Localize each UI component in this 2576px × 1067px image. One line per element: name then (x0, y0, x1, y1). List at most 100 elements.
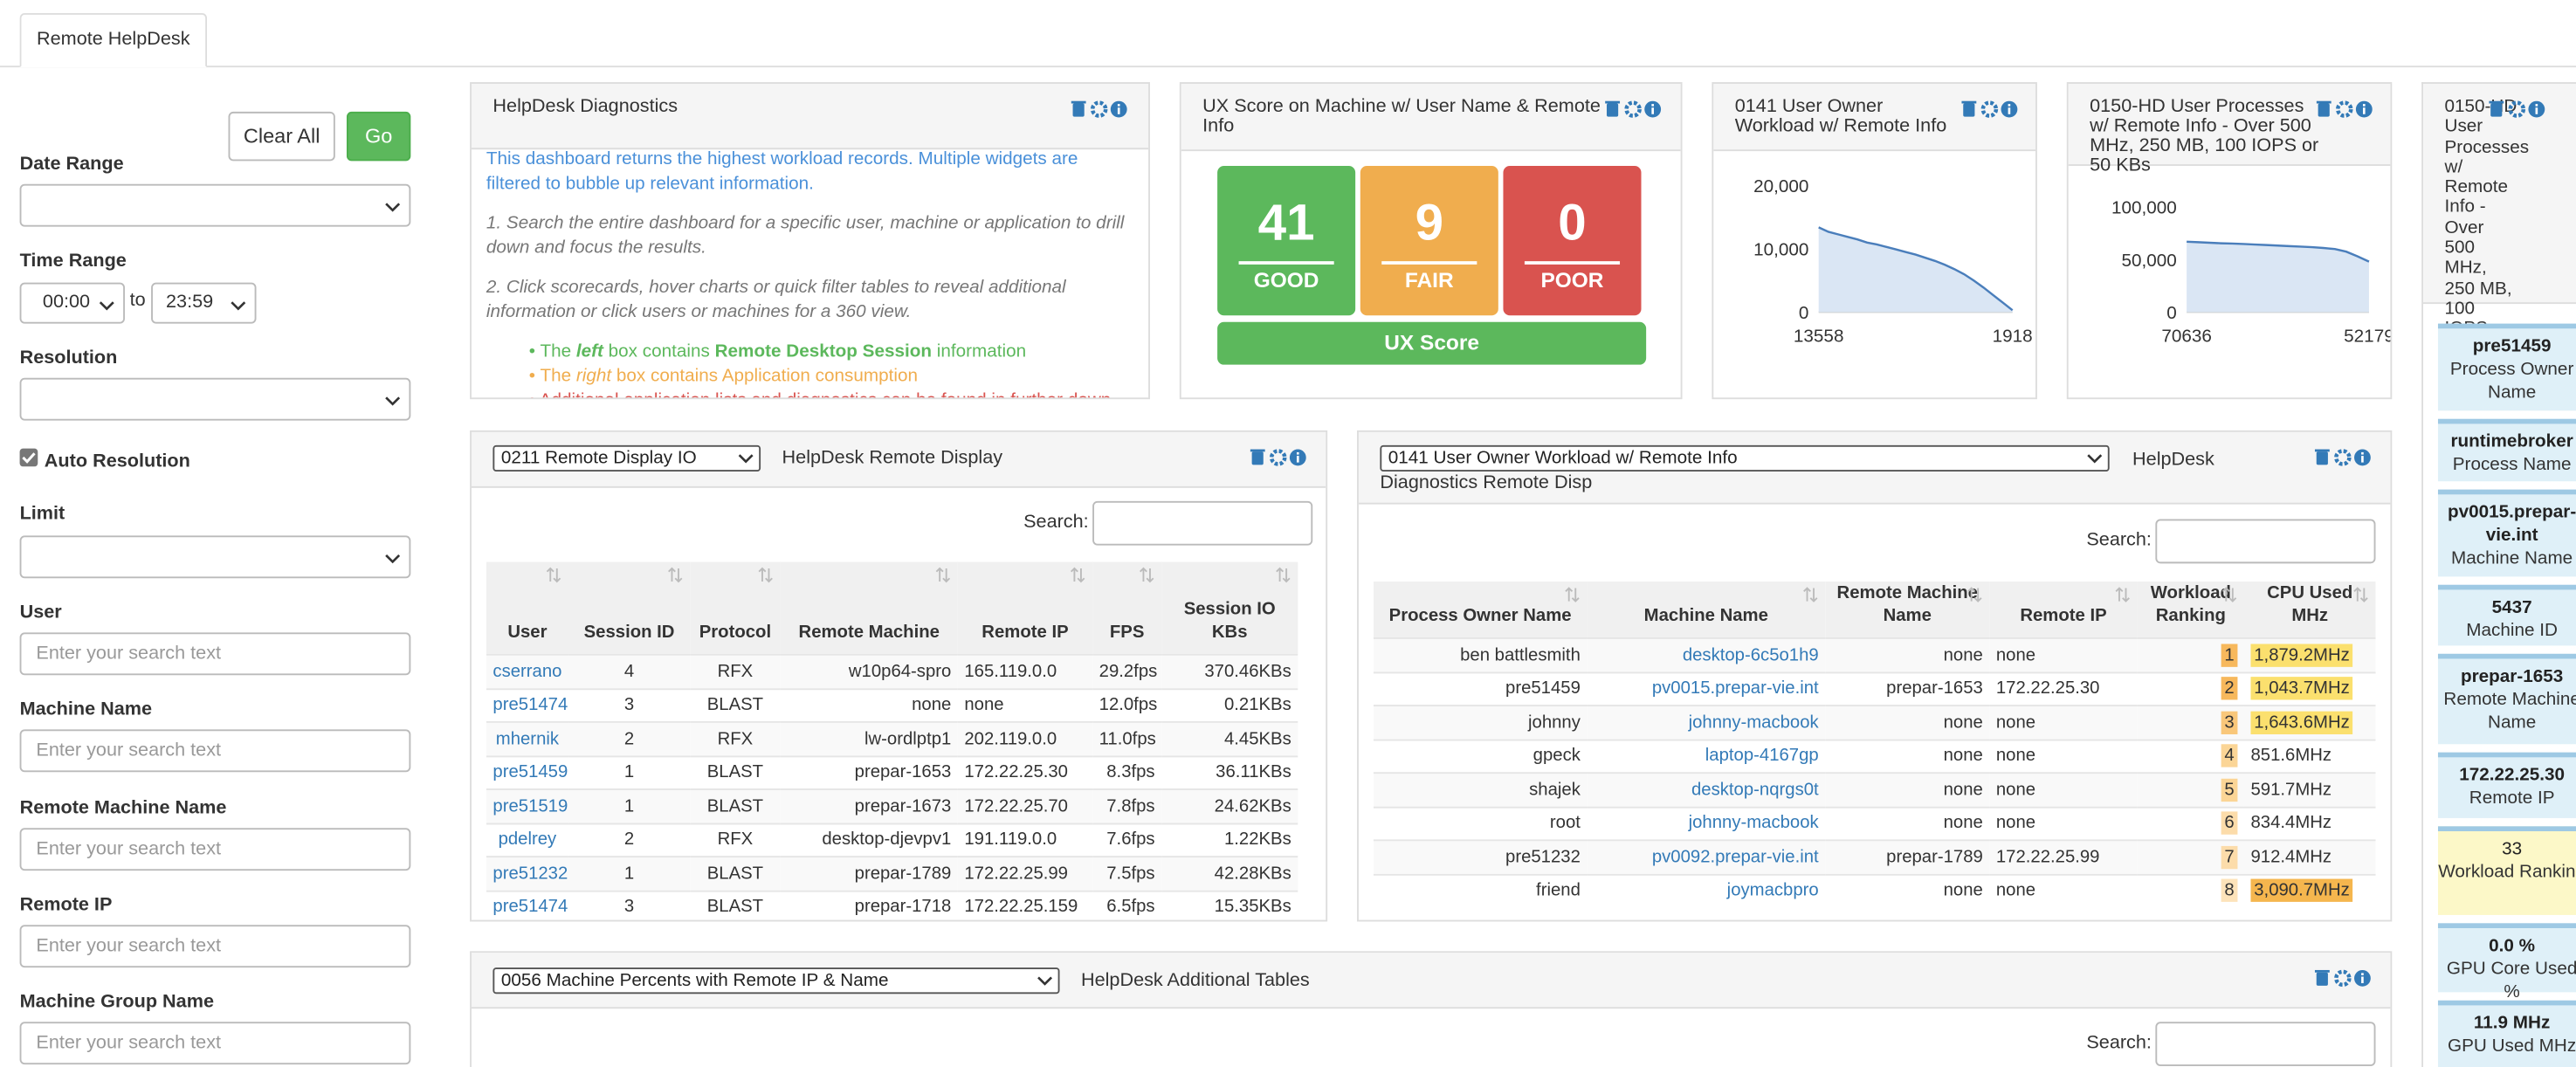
cell-text[interactable]: desktop-nqrgs0t (1691, 780, 1819, 800)
y-tick-label: 50,000 (2122, 251, 2177, 271)
cell[interactable]: mhernik (486, 720, 568, 756)
search-input[interactable]: Enter your search text (19, 1022, 411, 1065)
column-header: Remote IP (957, 561, 1093, 655)
sort-icon (2221, 587, 2237, 602)
search-input[interactable] (2155, 519, 2376, 564)
panel-icons[interactable] (2314, 449, 2374, 467)
y-tick-label: 20,000 (1753, 176, 1808, 196)
search-input[interactable]: Enter your search text (19, 729, 411, 773)
search-input[interactable]: Enter your search text (19, 925, 411, 967)
value: 0141 User Owner Workload w/ Remote Info (1388, 448, 1738, 469)
panel-icons[interactable] (2314, 969, 2374, 988)
trash-icon (2316, 972, 2328, 986)
area-fill (1818, 227, 2013, 313)
search-input[interactable] (2155, 1022, 2376, 1067)
cell[interactable]: pre51232 (486, 856, 568, 891)
text: The (540, 366, 576, 387)
sort-arrows (1276, 567, 1291, 583)
panel-title: UX Score on Machine w/ User Name & Remot… (1202, 97, 1601, 137)
thead: User Session ID Protocol Remote Machine Remo… (486, 561, 1298, 655)
chevron-path (231, 300, 246, 310)
column-header: CPU Used MHz (2243, 582, 2376, 638)
checkbox[interactable] (19, 448, 38, 467)
cell-text[interactable]: desktop-6c5o1h9 (1682, 644, 1819, 665)
x-tick-label: 52179 (2344, 326, 2392, 346)
cell-text: 8 (2221, 879, 2238, 903)
score-card[interactable]: 0 POOR (1503, 166, 1642, 316)
trash-lid (2316, 100, 2331, 104)
cell: 42.28KBs (1161, 856, 1298, 891)
cell-text[interactable]: joymacbpro (1726, 880, 1819, 901)
panel-icons[interactable] (1071, 100, 1131, 119)
cell[interactable]: pre51474 (486, 687, 568, 722)
time-to-select[interactable]: 23:59 (151, 282, 257, 324)
cell-text[interactable]: johnny-macbook (1688, 712, 1819, 733)
date-range-select[interactable] (19, 183, 411, 227)
trash-icon (2490, 103, 2503, 117)
clear-button[interactable]: Clear All (228, 111, 335, 162)
cell-text: root (1549, 813, 1581, 834)
limit-select[interactable] (19, 535, 411, 579)
sort-arrows (1070, 567, 1085, 583)
panel-icons[interactable] (1961, 100, 2021, 119)
panel-icons[interactable] (2489, 100, 2548, 119)
trash-icon (1606, 103, 1619, 117)
info-card: 172.22.25.30 Remote IP (2437, 752, 2576, 818)
cell[interactable]: pre51474 (486, 889, 568, 920)
cell: 1,643.6MHz (2243, 705, 2376, 740)
gear-icon (1980, 100, 1999, 118)
cell: none (1989, 772, 2138, 807)
ux-score-bar[interactable]: UX Score (1217, 321, 1647, 365)
cell[interactable]: pre51459 (486, 754, 568, 790)
panel-title: HelpDesk Diagnostics (492, 97, 678, 117)
info-dot (2361, 973, 2364, 975)
cell-text[interactable]: pv0092.prepar-vie.int (1651, 847, 1819, 867)
cell: lw-ordlptp1 (780, 720, 958, 756)
go-button[interactable]: Go (346, 111, 411, 162)
chevron-path (385, 554, 401, 564)
time-from-select[interactable]: 00:00 (19, 282, 125, 324)
info-i (1651, 107, 1654, 114)
cell-text: 851.6MHz (2250, 746, 2332, 767)
widget-select[interactable]: 0211 Remote Display IO (492, 444, 761, 472)
resolution-select[interactable] (19, 377, 411, 421)
cell: 591.7MHz (2243, 772, 2376, 807)
card-label: Remote Machine Name (2443, 690, 2576, 733)
panel-icons[interactable] (2316, 100, 2376, 119)
score-card[interactable]: 41 GOOD (1217, 166, 1356, 316)
search-input[interactable]: Enter your search text (19, 632, 411, 676)
cell: none (1989, 805, 2138, 841)
cell: prepar-1653 (1825, 671, 1990, 706)
cell[interactable]: cserrano (486, 653, 568, 689)
cell[interactable]: pdelrey (486, 822, 568, 857)
cell-text: ben battlesmith (1460, 644, 1581, 665)
search-input[interactable] (1092, 500, 1313, 546)
cell: 202.119.0.0 (957, 720, 1093, 756)
score-card[interactable]: 9 FAIR (1360, 166, 1498, 316)
sort-arrows (2353, 587, 2368, 602)
cell: prepar-1718 (780, 889, 958, 920)
cell-text: 6 (2221, 811, 2238, 836)
header-row: Process Owner Name Machine Name Remote Mac… (1373, 582, 2376, 638)
panel-header: 0211 Remote Display IO HelpDesk Remote D… (471, 431, 1326, 488)
cell-text[interactable]: johnny-macbook (1688, 813, 1819, 834)
widget-select[interactable]: 0056 Machine Percents with Remote IP & N… (492, 967, 1060, 995)
cell: johnny (1373, 705, 1588, 740)
card-value: 11.9 MHz (2473, 1013, 2551, 1034)
cell-text: 5 (2221, 778, 2238, 802)
panel-icons[interactable] (1250, 449, 1310, 467)
cell-text[interactable]: laptop-4167gp (1705, 746, 1819, 767)
search-input[interactable]: Enter your search text (19, 827, 411, 871)
tab[interactable]: Remote HelpDesk (19, 13, 208, 68)
gear-icon (2334, 969, 2352, 988)
info-dot (1651, 104, 1654, 107)
score-rule (1524, 261, 1621, 265)
widget-select[interactable]: 0141 User Owner Workload w/ Remote Info (1380, 444, 2110, 472)
panel-icons[interactable] (1605, 100, 1664, 119)
cell-text[interactable]: pv0015.prepar-vie.int (1651, 678, 1819, 699)
value: 0056 Machine Percents with Remote IP & N… (500, 970, 889, 991)
row: pre51232 pv0092.prepar-vie.int prepar-1789… (1373, 839, 2376, 874)
cell[interactable]: pre51519 (486, 788, 568, 823)
label: Time Range (19, 251, 127, 272)
